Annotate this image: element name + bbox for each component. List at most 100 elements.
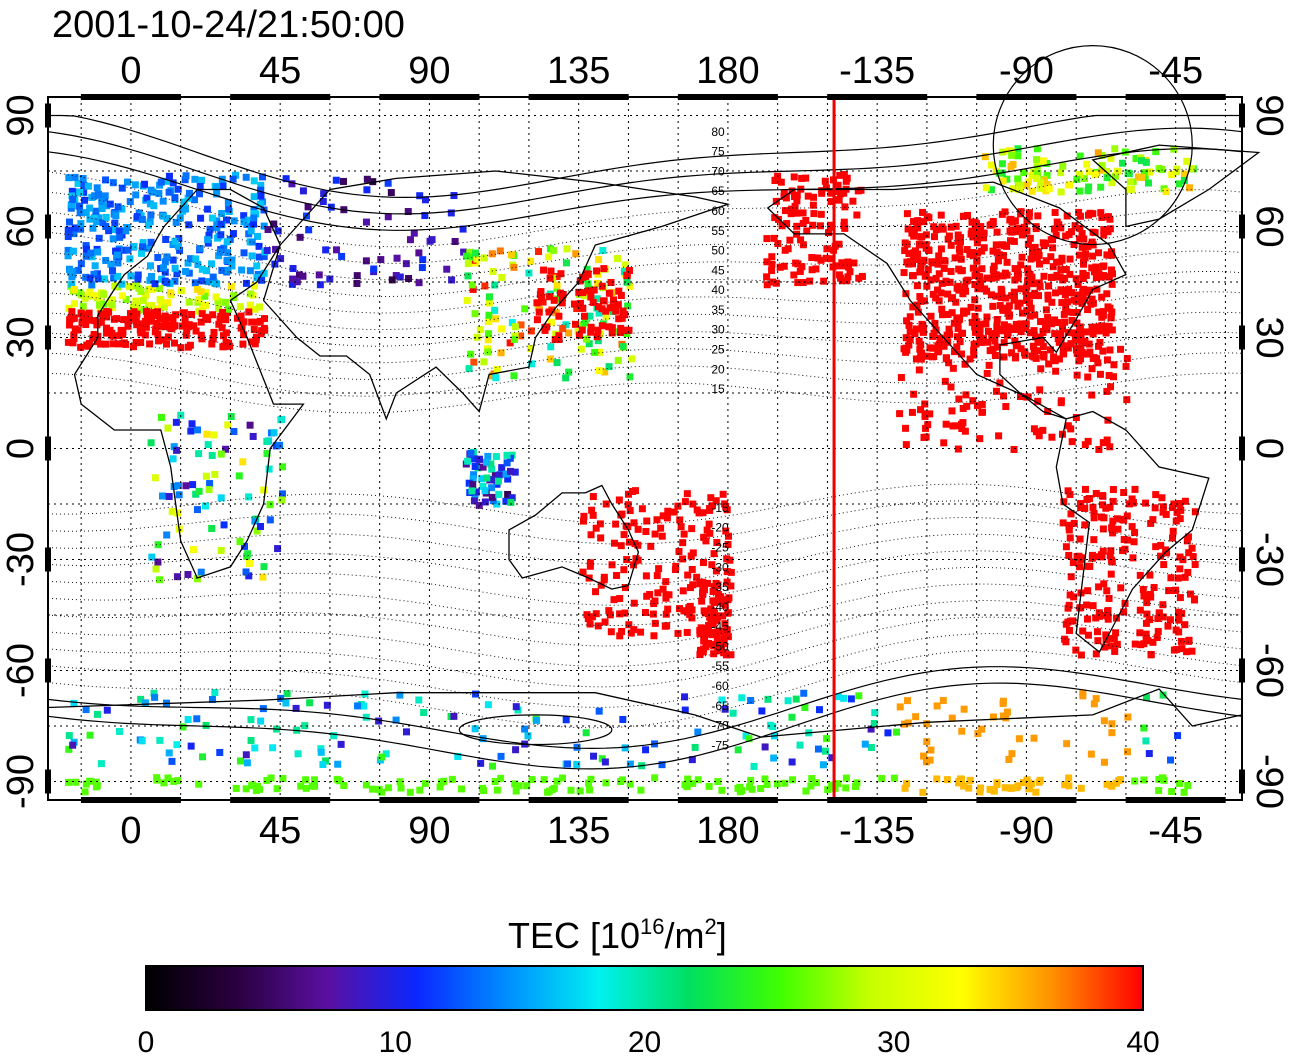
- tec-cell: [1076, 212, 1084, 220]
- tec-cell: [916, 293, 924, 301]
- tec-cell: [729, 709, 737, 717]
- tec-cell: [938, 279, 946, 287]
- contour-40: [47, 271, 1243, 331]
- tec-cell: [713, 582, 721, 590]
- tec-cell: [209, 334, 217, 342]
- tec-cell: [1059, 162, 1067, 170]
- tec-cell: [585, 779, 593, 787]
- tec-cell: [701, 609, 709, 617]
- contour-70: [47, 147, 1243, 231]
- tec-cell: [1034, 212, 1042, 220]
- tec-cell: [651, 530, 659, 538]
- tec-cell: [725, 594, 733, 602]
- tec-cell: [278, 496, 286, 504]
- tec-cell: [613, 327, 621, 335]
- tec-cell: [1099, 547, 1107, 555]
- tec-cell: [1058, 325, 1066, 333]
- tec-cell: [193, 285, 201, 293]
- tec-cell: [1162, 188, 1170, 196]
- tec-cell: [204, 205, 212, 213]
- tec-cell: [1061, 781, 1069, 789]
- tec-cell: [934, 348, 942, 356]
- tec-cell: [294, 750, 302, 758]
- tec-cell: [508, 494, 516, 502]
- timestamp: 2001-10-24/21:50:00: [52, 4, 405, 46]
- tec-cell: [991, 337, 999, 345]
- tec-cell: [804, 192, 812, 200]
- tec-cell: [527, 345, 535, 353]
- tec-cell: [620, 267, 628, 275]
- tec-cell: [292, 704, 300, 712]
- tec-cell: [458, 785, 466, 793]
- tec-cell: [133, 213, 141, 221]
- tec-cell: [914, 250, 922, 258]
- tec-cell: [799, 279, 807, 287]
- tec-cell: [986, 785, 994, 793]
- tec-cell: [1175, 180, 1183, 188]
- tec-cell: [477, 759, 485, 767]
- tec-cell: [484, 336, 492, 344]
- tec-cell: [1183, 648, 1191, 656]
- tec-cell: [969, 397, 977, 405]
- tec-cell: [196, 245, 204, 253]
- tec-cell: [975, 331, 983, 339]
- tec-cell: [81, 196, 89, 204]
- tec-cell: [935, 270, 943, 278]
- tec-cell: [723, 555, 731, 563]
- tec-cell: [528, 776, 536, 784]
- tec-cell: [1010, 325, 1018, 333]
- tec-cell: [1040, 176, 1048, 184]
- tec-cell: [602, 779, 610, 787]
- tec-cell: [181, 316, 189, 324]
- tec-cell: [643, 592, 651, 600]
- tec-cell: [1022, 320, 1030, 328]
- tec-cell: [475, 455, 483, 463]
- tec-cell: [978, 265, 986, 273]
- tec-cell: [443, 265, 451, 273]
- contour-label: 35: [711, 303, 725, 317]
- tec-cell: [236, 303, 244, 311]
- tec-cell: [208, 451, 216, 459]
- tec-cell: [533, 316, 541, 324]
- top-lon-label: 90: [408, 50, 450, 92]
- tec-cell: [1176, 553, 1184, 561]
- tec-cell: [1097, 322, 1105, 330]
- tec-cell: [1016, 181, 1024, 189]
- tec-cell: [472, 249, 480, 257]
- tec-cell: [799, 241, 807, 249]
- tec-cell: [1100, 717, 1108, 725]
- tec-cell: [406, 236, 414, 244]
- tec-cell: [1072, 344, 1080, 352]
- tec-cell: [137, 695, 145, 703]
- tec-cell: [583, 611, 591, 619]
- tec-cell: [840, 171, 848, 179]
- tec-cell: [539, 298, 547, 306]
- tec-cell: [1014, 145, 1022, 153]
- tec-cell: [164, 774, 172, 782]
- tec-cell: [1077, 784, 1085, 792]
- tec-cell: [788, 758, 796, 766]
- tec-cell: [260, 563, 268, 571]
- tec-cell: [643, 517, 651, 525]
- tec-cell: [1140, 724, 1148, 732]
- tec-cell: [819, 761, 827, 769]
- tec-cell: [1107, 570, 1115, 578]
- tec-cell: [659, 512, 667, 520]
- tec-cell: [820, 277, 828, 285]
- tec-cell: [1159, 613, 1167, 621]
- bottom-lon-label: -135: [839, 810, 915, 852]
- tec-cell: [704, 579, 712, 587]
- tec-cell: [1088, 264, 1096, 272]
- tec-cell: [808, 266, 816, 274]
- tec-cell: [574, 327, 582, 335]
- tec-cell: [1128, 523, 1136, 531]
- tec-cell: [1178, 645, 1186, 653]
- tec-cell: [1002, 294, 1010, 302]
- tec-cell: [257, 186, 265, 194]
- tec-cell: [1037, 179, 1045, 187]
- tec-cell: [793, 197, 801, 205]
- tec-cell: [92, 207, 100, 215]
- tec-cell: [163, 253, 171, 261]
- tec-cell: [1098, 166, 1106, 174]
- tec-cell: [727, 651, 735, 659]
